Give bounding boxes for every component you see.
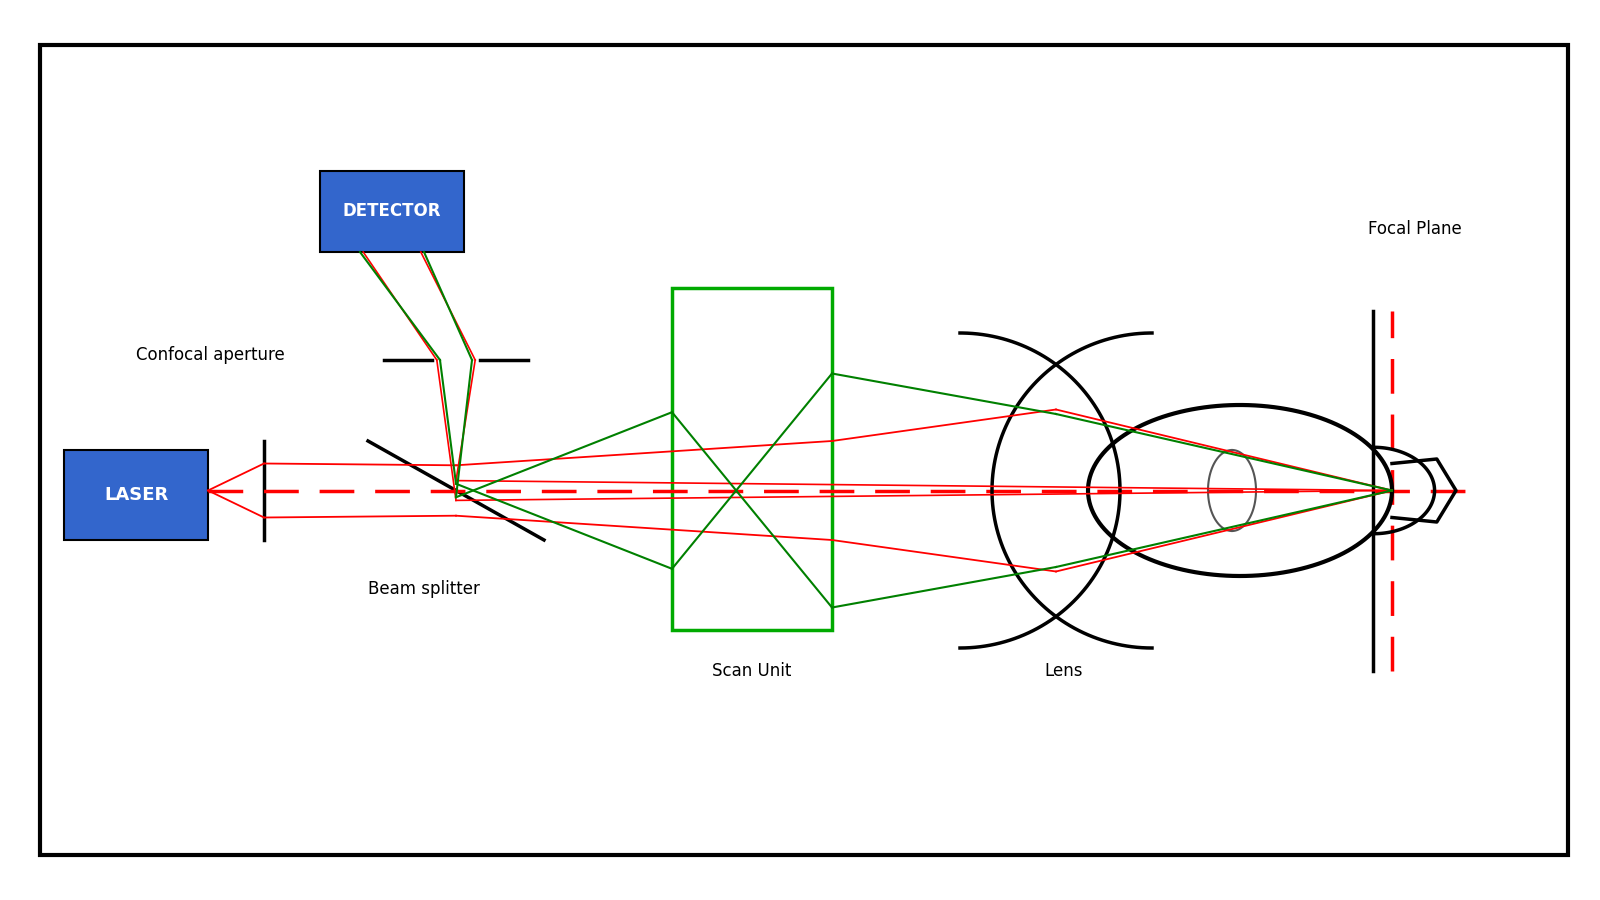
- Text: Focal Plane: Focal Plane: [1368, 220, 1462, 238]
- Text: Lens: Lens: [1045, 662, 1083, 680]
- FancyBboxPatch shape: [64, 450, 208, 540]
- Text: LASER: LASER: [104, 486, 168, 504]
- Text: Beam splitter: Beam splitter: [368, 580, 480, 598]
- Text: DETECTOR: DETECTOR: [342, 202, 442, 220]
- Text: Confocal aperture: Confocal aperture: [136, 346, 285, 364]
- FancyBboxPatch shape: [320, 171, 464, 252]
- Text: Scan Unit: Scan Unit: [712, 662, 792, 680]
